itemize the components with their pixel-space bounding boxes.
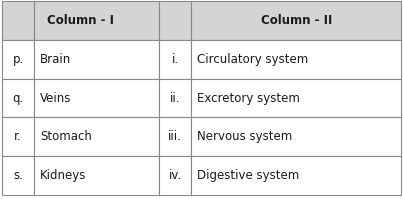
Bar [159,40,191,79]
Text: q.: q. [12,92,24,104]
Text: p.: p. [12,53,24,66]
Text: i.: i. [172,53,179,66]
Text: Veins: Veins [40,92,72,104]
Text: iii.: iii. [168,130,182,143]
Text: Nervous system: Nervous system [197,130,293,143]
Text: Column - I: Column - I [47,14,114,27]
Bar [2,156,34,195]
Bar [159,156,191,195]
Text: r.: r. [15,130,22,143]
Bar [191,117,401,156]
Bar [2,117,34,156]
Bar [34,1,159,40]
Text: Column - II: Column - II [260,14,332,27]
Bar [2,40,34,79]
Bar [159,1,191,40]
Text: ii.: ii. [170,92,181,104]
Text: Excretory system: Excretory system [197,92,300,104]
Bar [191,1,401,40]
Bar [159,79,191,117]
Bar [191,156,401,195]
Text: Circulatory system: Circulatory system [197,53,309,66]
Text: Stomach: Stomach [40,130,92,143]
Bar [34,156,159,195]
Bar [191,40,401,79]
Bar [2,1,34,40]
Text: Brain: Brain [40,53,72,66]
Bar [159,117,191,156]
Bar [34,79,159,117]
Bar [34,117,159,156]
Text: iv.: iv. [169,169,182,182]
Text: Kidneys: Kidneys [40,169,87,182]
Bar [191,79,401,117]
Text: s.: s. [13,169,23,182]
Bar [2,79,34,117]
Text: Digestive system: Digestive system [197,169,300,182]
Bar [34,40,159,79]
